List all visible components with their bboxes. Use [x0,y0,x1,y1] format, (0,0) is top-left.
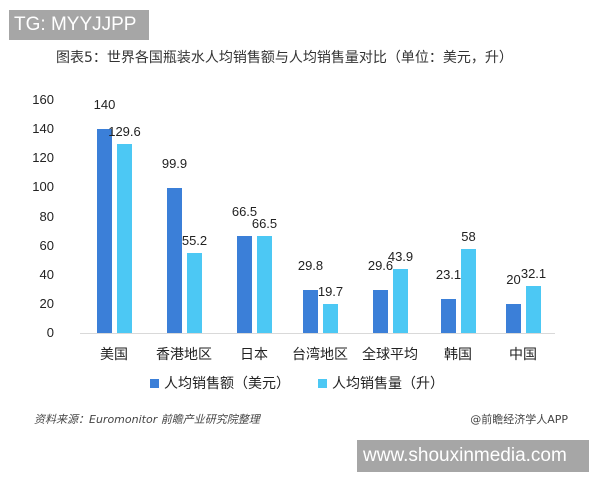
bar-sales-amount [441,299,456,333]
data-label: 99.9 [161,155,188,171]
category-label: 韩国 [444,347,472,363]
category-label: 台湾地区 [292,347,348,363]
y-tick-label: 120 [32,150,54,166]
legend-item-sales-amount: 人均销售额（美元） [150,373,290,393]
credit-note: @前瞻经济学人APP [470,413,568,426]
bar-sales-volume [187,252,202,333]
data-label: 55.2 [181,232,208,248]
category-label: 日本 [240,347,268,363]
y-tick-label: 40 [39,266,54,282]
source-note: 资料来源：Euromonitor 前瞻产业研究院整理 [34,413,260,426]
y-tick-label: 60 [39,237,54,253]
data-label: 20 [506,271,521,287]
bar-sales-amount [97,129,112,333]
bar-sales-amount [167,187,182,333]
watermark-bottom: www.shouxinmedia.com [357,440,589,472]
bar-sales-volume [461,248,476,333]
data-label: 29.8 [297,257,324,273]
data-label: 23.1 [435,267,462,283]
data-label: 32.1 [520,266,547,282]
bar-sales-volume [393,269,408,333]
category-label: 美国 [100,347,128,363]
data-label: 19.7 [317,284,344,300]
data-label: 66.5 [231,204,258,220]
x-axis-line [80,333,555,334]
chart-title: 图表5：世界各国瓶装水人均销售额与人均销售量对比（单位：美元，升） [56,50,513,66]
legend-swatch-light-blue [318,378,327,388]
bar-sales-volume [117,144,132,333]
y-tick-label: 100 [32,179,54,195]
data-label: 58 [461,228,476,244]
y-tick-label: 20 [39,295,54,311]
data-label: 29.6 [367,257,394,273]
legend-label: 人均销售额（美元） [164,376,290,392]
y-tick-label: 140 [32,121,54,137]
bar-sales-volume [323,304,338,333]
data-label: 43.9 [387,249,414,265]
bar-sales-volume [526,286,541,333]
bar-sales-amount [237,236,252,333]
bar-sales-amount [506,303,521,333]
category-label: 中国 [509,347,537,363]
legend: 人均销售额（美元） 人均销售量（升） [150,373,444,393]
y-tick-label: 80 [39,208,54,224]
legend-item-sales-volume: 人均销售量（升） [318,373,444,393]
watermark-top: TG: MYYJJPP [9,10,149,40]
category-label: 香港地区 [156,347,212,363]
y-tick-label: 0 [46,325,54,340]
bar-sales-amount [373,289,388,333]
data-label: 140 [93,97,116,113]
bar-sales-volume [257,236,272,333]
legend-label: 人均销售量（升） [332,376,444,392]
bar-sales-amount [303,289,318,333]
data-label: 129.6 [108,124,141,140]
category-label: 全球平均 [362,347,418,363]
y-tick-label: 160 [32,92,54,107]
legend-swatch-dark-blue [150,378,159,388]
data-label: 66.5 [251,216,278,232]
